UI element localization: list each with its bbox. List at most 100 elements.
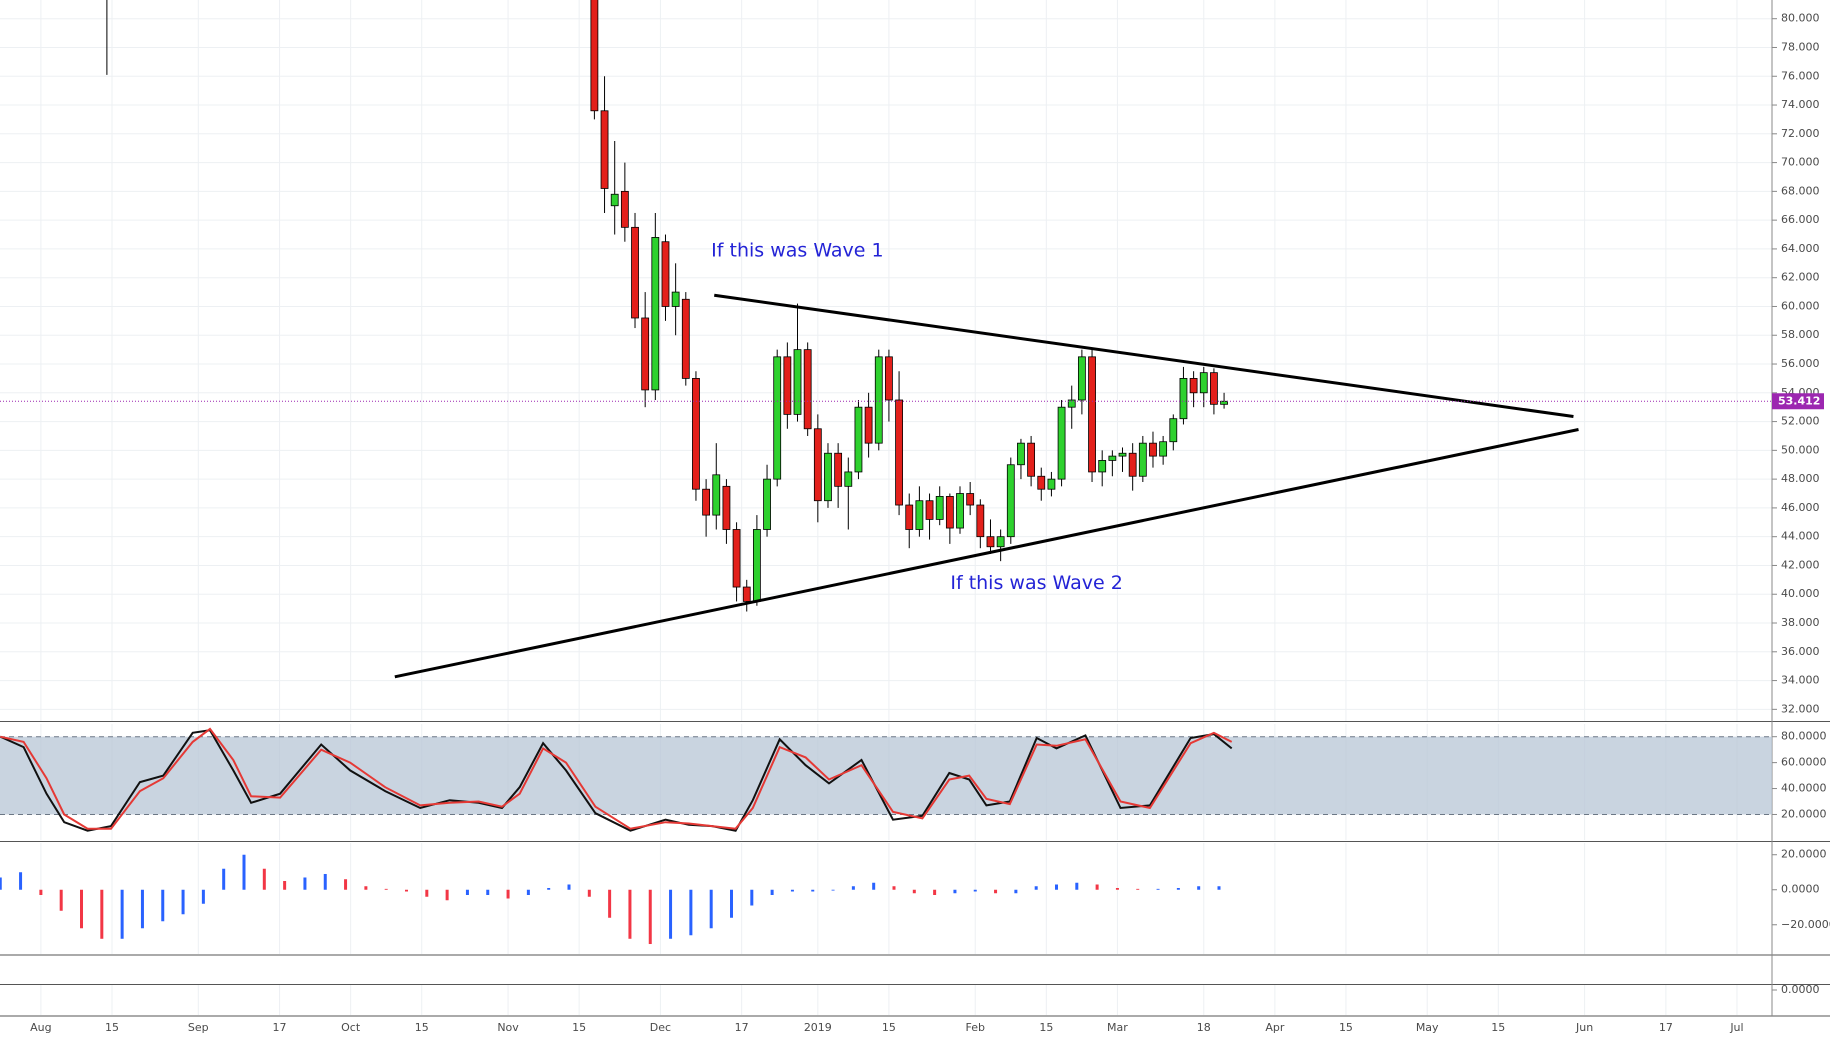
histogram-bar	[242, 854, 246, 890]
x-tick-label: Jun	[1575, 1021, 1593, 1034]
y-tick-label: 52.000	[1781, 415, 1820, 428]
histogram-bar	[567, 884, 571, 890]
candle-body	[732, 529, 741, 588]
y-tick-label: 68.000	[1781, 184, 1820, 197]
candle-body	[590, 0, 599, 112]
histogram-bar	[547, 887, 551, 890]
candle-body	[763, 478, 771, 530]
trendline	[714, 293, 1574, 419]
x-tick-label: 15	[572, 1021, 586, 1034]
candle-body	[1199, 372, 1208, 394]
histogram-bar	[1176, 887, 1180, 890]
y-tick-label: 78.000	[1781, 40, 1820, 53]
y-tick-label: 36.000	[1781, 645, 1820, 658]
candle-body	[692, 378, 700, 490]
candle-body	[976, 504, 985, 538]
x-tick-label: Sep	[188, 1021, 209, 1034]
histogram-bar	[709, 889, 713, 929]
annotation: If this was Wave 2	[950, 572, 1122, 594]
x-tick-label: 15	[415, 1021, 429, 1034]
histogram-bar	[303, 877, 307, 890]
histogram-bar	[770, 889, 774, 895]
x-tick-label: Mar	[1107, 1021, 1128, 1034]
x-tick-label: Dec	[650, 1021, 671, 1034]
x-tick-label: Jul	[1729, 1021, 1743, 1034]
x-tick-label: 2019	[804, 1021, 832, 1034]
candle-body	[1088, 356, 1096, 473]
histogram-bar	[59, 889, 63, 911]
histogram-bar	[1014, 889, 1018, 894]
histogram-bar	[39, 889, 43, 895]
histogram-bar	[486, 889, 490, 895]
y-tick-label: 64.000	[1781, 242, 1820, 255]
histogram-bar	[344, 879, 348, 890]
candle-body	[935, 495, 944, 520]
candle-body	[742, 586, 751, 602]
histogram-bar	[750, 889, 754, 906]
candle-body	[813, 428, 822, 502]
histogram	[0, 854, 1221, 945]
y-tick-label: 46.000	[1781, 501, 1820, 514]
y-tick-label: 32.000	[1781, 702, 1820, 715]
histogram-bar	[1197, 886, 1201, 890]
candle-body	[661, 241, 670, 307]
candle-body	[1067, 399, 1076, 408]
histogram-bar	[405, 889, 409, 892]
y-tick-label: 20.0000	[1781, 848, 1827, 861]
candle-body	[712, 474, 721, 516]
candle-body	[1057, 406, 1066, 480]
histogram-bar	[384, 888, 388, 890]
y-tick-label: 50.000	[1781, 443, 1820, 456]
candle-body	[885, 356, 893, 401]
y-tick-label: −20.0000	[1781, 918, 1830, 931]
candle-body	[854, 406, 863, 473]
y-tick-label: 72.000	[1781, 127, 1820, 140]
candle-body	[844, 471, 853, 487]
y-tick-label: 74.000	[1781, 98, 1820, 111]
candle-body	[1149, 442, 1157, 457]
candle-body	[1037, 475, 1046, 490]
histogram-bar	[1034, 886, 1038, 890]
histogram-bar	[1136, 888, 1140, 890]
y-tick-label: 34.000	[1781, 674, 1820, 687]
x-tick-label: May	[1416, 1021, 1439, 1034]
x-tick-label: 17	[1659, 1021, 1673, 1034]
candle-body	[1169, 418, 1178, 443]
histogram-bar	[120, 889, 124, 939]
y-tick-label: 66.000	[1781, 213, 1820, 226]
stoch-line	[0, 727, 1233, 830]
annotation: If this was Wave 1	[711, 239, 883, 261]
histogram-bar	[608, 889, 612, 918]
x-tick-label: Apr	[1265, 1021, 1285, 1034]
x-tick-label: Aug	[30, 1021, 51, 1034]
x-tick-label: 18	[1197, 1021, 1211, 1034]
candle-body	[874, 356, 883, 444]
histogram-bar	[364, 886, 368, 890]
candle-body	[702, 488, 711, 516]
y-tick-label: 60.000	[1781, 299, 1820, 312]
histogram-bar	[161, 889, 165, 922]
candle-body	[1017, 442, 1025, 466]
candle-body	[1006, 464, 1015, 538]
x-tick-label: 17	[735, 1021, 749, 1034]
last-price-box	[1772, 393, 1824, 410]
x-tick-label: Oct	[341, 1021, 361, 1034]
candle-body	[671, 291, 680, 307]
stoch-line	[0, 729, 1233, 832]
candle-body	[1047, 478, 1056, 490]
candle-body	[1077, 356, 1086, 401]
candle-body	[956, 493, 964, 529]
histogram-bar	[1115, 887, 1119, 890]
candle-body	[641, 317, 650, 391]
histogram-bar	[19, 872, 23, 890]
histogram-bar	[425, 889, 429, 897]
candle-body	[1098, 460, 1107, 473]
histogram-bar	[851, 886, 855, 890]
histogram-bar	[994, 889, 998, 894]
candle-body	[1210, 372, 1218, 405]
histogram-bar	[140, 889, 144, 929]
histogram-bar	[933, 889, 937, 895]
histogram-bar	[1156, 888, 1160, 890]
